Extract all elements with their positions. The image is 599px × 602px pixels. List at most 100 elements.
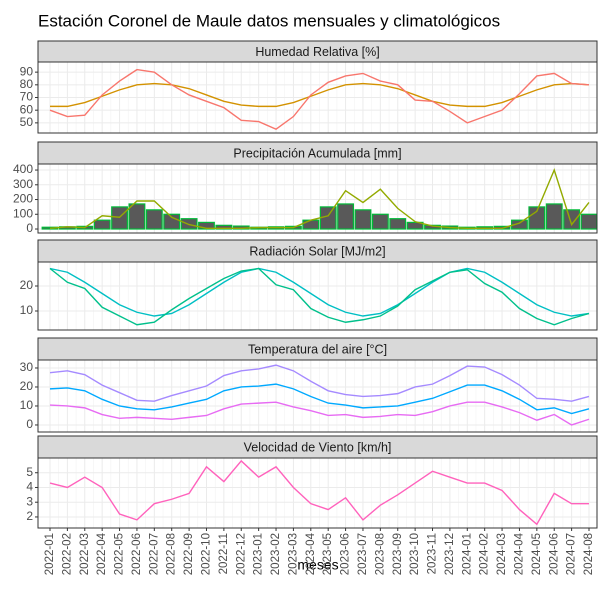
y-tick-label: 20 [20,278,34,292]
bar [302,219,320,230]
y-tick-label: 30 [20,360,34,374]
y-tick-label: 10 [20,303,34,317]
line [49,459,589,526]
y-tick-label: 70 [20,90,34,104]
bar [406,221,424,230]
line [49,267,590,326]
x-tick-label: 2023-09 [392,533,404,575]
bar [93,219,111,230]
panel-title: Temperatura del aire [°C] [248,342,387,356]
panel-title: Radiación Solar [MJ/m2] [249,244,385,258]
x-tick-label: 2022-01 [44,533,56,575]
x-tick-label: 2024-06 [548,533,560,575]
bar [198,221,215,230]
x-tick-label: 2023-03 [287,533,299,575]
x-tick-label: 2022-03 [79,533,91,575]
bar [145,209,163,230]
y-tick-label: 400 [13,162,33,176]
panel: Temperatura del aire [°C] 0 10 20 30 [20,337,598,433]
y-tick-label: 0 [26,221,33,235]
x-tick-label: 2023-08 [374,533,386,575]
plot-border [37,61,598,134]
panel-title: Precipitación Acumulada [mm] [233,146,401,160]
y-tick-label: 100 [13,206,33,220]
y-tick-label: 80 [20,77,34,91]
bar [354,209,372,230]
x-tick-label: 2024-04 [513,532,525,575]
x-tick-label: 2022-08 [166,533,178,575]
x-tick-label: 2024-08 [583,533,595,575]
y-tick-label: 60 [20,102,34,116]
line [49,267,590,317]
x-tick-label: 2023-12 [444,533,456,575]
plot-background [38,360,597,432]
chart-title: Estación Coronel de Maule datos mensuale… [38,11,500,30]
y-tick-label: 4 [26,480,33,494]
x-tick-label: 2024-07 [566,533,578,575]
plot-border [37,261,598,331]
x-tick-label: 2023-04 [305,532,317,575]
y-tick-label: 300 [13,177,33,191]
bar [389,218,407,230]
bar [563,209,581,230]
y-tick-label: 5 [26,465,33,479]
y-tick-label: 90 [20,64,34,78]
bar [215,224,233,230]
y-tick-label: 20 [20,379,34,393]
bar [511,219,528,230]
x-tick-label: 2022-12 [235,533,247,575]
panel: Precipitación Acumulada [mm] 010020030040… [13,141,598,235]
x-tick-label: 2024-02 [479,533,491,575]
y-tick-label: 200 [13,192,33,206]
x-tick-label: 2022-04 [96,532,108,575]
bar [545,203,563,230]
plot-background [38,262,597,330]
x-tick-label: 2023-10 [409,533,421,575]
y-tick-label: 3 [26,494,33,508]
y-tick-label: 10 [20,398,34,412]
bar [128,203,146,230]
plot-background [38,458,597,528]
x-tick-label: 2022-07 [148,533,160,575]
bar [528,206,546,230]
x-tick-label: 2022-05 [114,533,126,575]
x-tick-label: 2022-09 [183,533,195,575]
bar [337,203,355,230]
x-tick-label: 2022-02 [61,533,73,575]
y-tick-label: 50 [20,115,34,129]
x-tick-label: 2023-02 [270,533,282,575]
x-tick-label: 2024-01 [461,533,473,575]
x-tick-label: 2022-11 [218,533,230,574]
line [49,401,590,426]
line [49,364,590,402]
x-tick-label: 2024-03 [496,533,508,575]
x-tick-label: 2023-06 [340,533,352,575]
line [49,168,590,229]
bar [111,206,128,230]
bar [163,213,181,230]
line [50,82,590,108]
x-tick-label: 2022-06 [131,533,143,575]
x-tick-label: 2023-11 [427,533,439,574]
panel: Radiación Solar [MJ/m2] 10 20 [20,239,598,331]
bar [580,213,598,230]
x-tick-label: 2023-05 [322,533,334,575]
bar [371,213,389,230]
bar [319,206,337,230]
plot-border [37,359,598,433]
x-tick-label: 2023-07 [357,533,369,575]
y-tick-label: 2 [26,509,33,523]
panel-title: Velocidad de Viento [km/h] [244,440,392,454]
plot-border [37,163,598,234]
panel-title: Humedad Relativa [%] [255,45,379,59]
plot-border [37,457,598,529]
x-axis-label: meses [297,557,338,573]
x-tick-label: 2024-05 [531,533,543,575]
y-tick-label: 0 [26,417,33,431]
x-tick-label: 2022-10 [201,533,213,575]
x-tick-label: 2023-01 [253,533,265,575]
